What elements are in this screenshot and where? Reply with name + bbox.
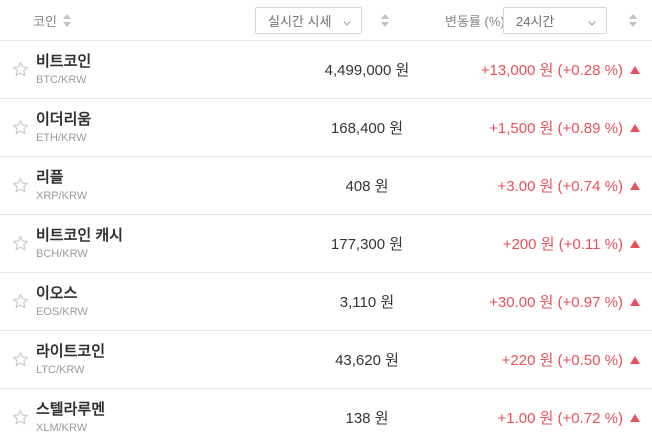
coin-change-text: +1,500 원 (+0.89 %) xyxy=(489,120,623,137)
coin-price: 408 원 xyxy=(345,178,389,195)
coin-row[interactable]: 이더리움 ETH/KRW 168,400 원 +1,500 원 (+0.89 %… xyxy=(0,99,652,157)
coin-name: 이더리움 xyxy=(36,110,92,128)
sort-up-icon xyxy=(62,14,71,19)
coin-name: 비트코인 xyxy=(36,52,92,70)
coin-price: 177,300 원 xyxy=(330,236,404,253)
sort-down-icon xyxy=(62,22,71,27)
change-column-header: 변동률 (%) xyxy=(445,0,505,41)
coin-price: 168,400 원 xyxy=(330,120,404,137)
coin-name-block: 라이트코인 LTC/KRW xyxy=(36,343,272,376)
change-column-label: 변동률 (%) xyxy=(445,14,505,29)
coin-price: 3,110 원 xyxy=(339,294,395,311)
up-triangle-icon xyxy=(630,123,640,132)
up-triangle-icon xyxy=(630,297,640,306)
favorite-star-icon[interactable] xyxy=(12,409,36,426)
coin-pair: LTC/KRW xyxy=(36,363,85,376)
coin-pair: XRP/KRW xyxy=(36,189,88,202)
coin-change: +3.00 원 (+0.74 %) xyxy=(462,175,652,196)
coin-change: +1,500 원 (+0.89 %) xyxy=(462,117,652,138)
coin-change-text: +3.00 원 (+0.74 %) xyxy=(497,178,623,195)
coin-change-text: +200 원 (+0.11 %) xyxy=(502,236,623,253)
up-triangle-icon xyxy=(630,355,640,364)
coin-price: 4,499,000 원 xyxy=(324,62,410,79)
favorite-star-icon[interactable] xyxy=(12,61,36,78)
coin-row[interactable]: 비트코인 BTC/KRW 4,499,000 원 +13,000 원 (+0.2… xyxy=(0,41,652,99)
favorite-star-icon[interactable] xyxy=(12,293,36,310)
coin-name: 비트코인 캐시 xyxy=(36,226,123,244)
change-sort-button[interactable] xyxy=(629,0,637,41)
coin-pair: EOS/KRW xyxy=(36,305,88,318)
coin-column-header: 코인 xyxy=(33,0,71,41)
coin-name-block: 이더리움 ETH/KRW xyxy=(36,111,272,144)
coin-change-text: +1.00 원 (+0.72 %) xyxy=(497,410,623,427)
sort-up-icon xyxy=(381,14,389,19)
up-triangle-icon xyxy=(630,181,640,190)
coin-pair: BTC/KRW xyxy=(36,73,87,86)
coin-column-label: 코인 xyxy=(33,14,57,29)
favorite-star-icon[interactable] xyxy=(12,177,36,194)
period-dropdown-value: 24시간 xyxy=(516,14,555,29)
coin-change-text: +220 원 (+0.50 %) xyxy=(501,352,623,369)
price-sort-button[interactable] xyxy=(381,0,389,41)
coin-name: 리플 xyxy=(36,168,64,186)
coin-pair: ETH/KRW xyxy=(36,131,87,144)
coin-change: +1.00 원 (+0.72 %) xyxy=(462,407,652,428)
favorite-star-icon[interactable] xyxy=(12,235,36,252)
favorite-star-icon[interactable] xyxy=(12,351,36,368)
coin-name-block: 이오스 EOS/KRW xyxy=(36,285,272,318)
favorite-star-icon[interactable] xyxy=(12,119,36,136)
price-mode-dropdown[interactable]: 실시간 시세 xyxy=(255,7,362,34)
coin-list: 비트코인 BTC/KRW 4,499,000 원 +13,000 원 (+0.2… xyxy=(0,41,652,440)
coin-change: +200 원 (+0.11 %) xyxy=(462,233,652,254)
coin-change-text: +30.00 원 (+0.97 %) xyxy=(489,294,623,311)
coin-price: 138 원 xyxy=(345,410,389,427)
sort-down-icon xyxy=(381,22,389,27)
coin-name-block: 스텔라루멘 XLM/KRW xyxy=(36,401,272,434)
chevron-down-icon xyxy=(343,21,351,26)
sort-up-icon xyxy=(629,14,637,19)
table-header: 코인 실시간 시세 변동률 (%) 24시간 xyxy=(0,0,652,41)
coin-change: +220 원 (+0.50 %) xyxy=(462,349,652,370)
coin-name: 이오스 xyxy=(36,284,78,302)
chevron-down-icon xyxy=(588,21,596,26)
coin-row[interactable]: 이오스 EOS/KRW 3,110 원 +30.00 원 (+0.97 %) xyxy=(0,273,652,331)
up-triangle-icon xyxy=(630,413,640,422)
coin-pair: BCH/KRW xyxy=(36,247,88,260)
period-dropdown[interactable]: 24시간 xyxy=(503,7,607,34)
coin-price: 43,620 원 xyxy=(335,352,399,369)
coin-row[interactable]: 리플 XRP/KRW 408 원 +3.00 원 (+0.74 %) xyxy=(0,157,652,215)
up-triangle-icon xyxy=(630,65,640,74)
coin-row[interactable]: 비트코인 캐시 BCH/KRW 177,300 원 +200 원 (+0.11 … xyxy=(0,215,652,273)
coin-name-block: 비트코인 캐시 BCH/KRW xyxy=(36,227,272,260)
coin-change: +13,000 원 (+0.28 %) xyxy=(462,59,652,80)
coin-change-text: +13,000 원 (+0.28 %) xyxy=(480,62,623,79)
coin-name-block: 리플 XRP/KRW xyxy=(36,169,272,202)
coin-change: +30.00 원 (+0.97 %) xyxy=(462,291,652,312)
up-triangle-icon xyxy=(630,239,640,248)
coin-sort-button[interactable] xyxy=(62,14,71,27)
price-mode-dropdown-value: 실시간 시세 xyxy=(268,14,332,29)
sort-down-icon xyxy=(629,22,637,27)
coin-name-block: 비트코인 BTC/KRW xyxy=(36,53,272,86)
coin-row[interactable]: 스텔라루멘 XLM/KRW 138 원 +1.00 원 (+0.72 %) xyxy=(0,389,652,440)
coin-name: 스텔라루멘 xyxy=(36,400,106,418)
coin-name: 라이트코인 xyxy=(36,342,106,360)
coin-pair: XLM/KRW xyxy=(36,421,88,434)
coin-row[interactable]: 라이트코인 LTC/KRW 43,620 원 +220 원 (+0.50 %) xyxy=(0,331,652,389)
